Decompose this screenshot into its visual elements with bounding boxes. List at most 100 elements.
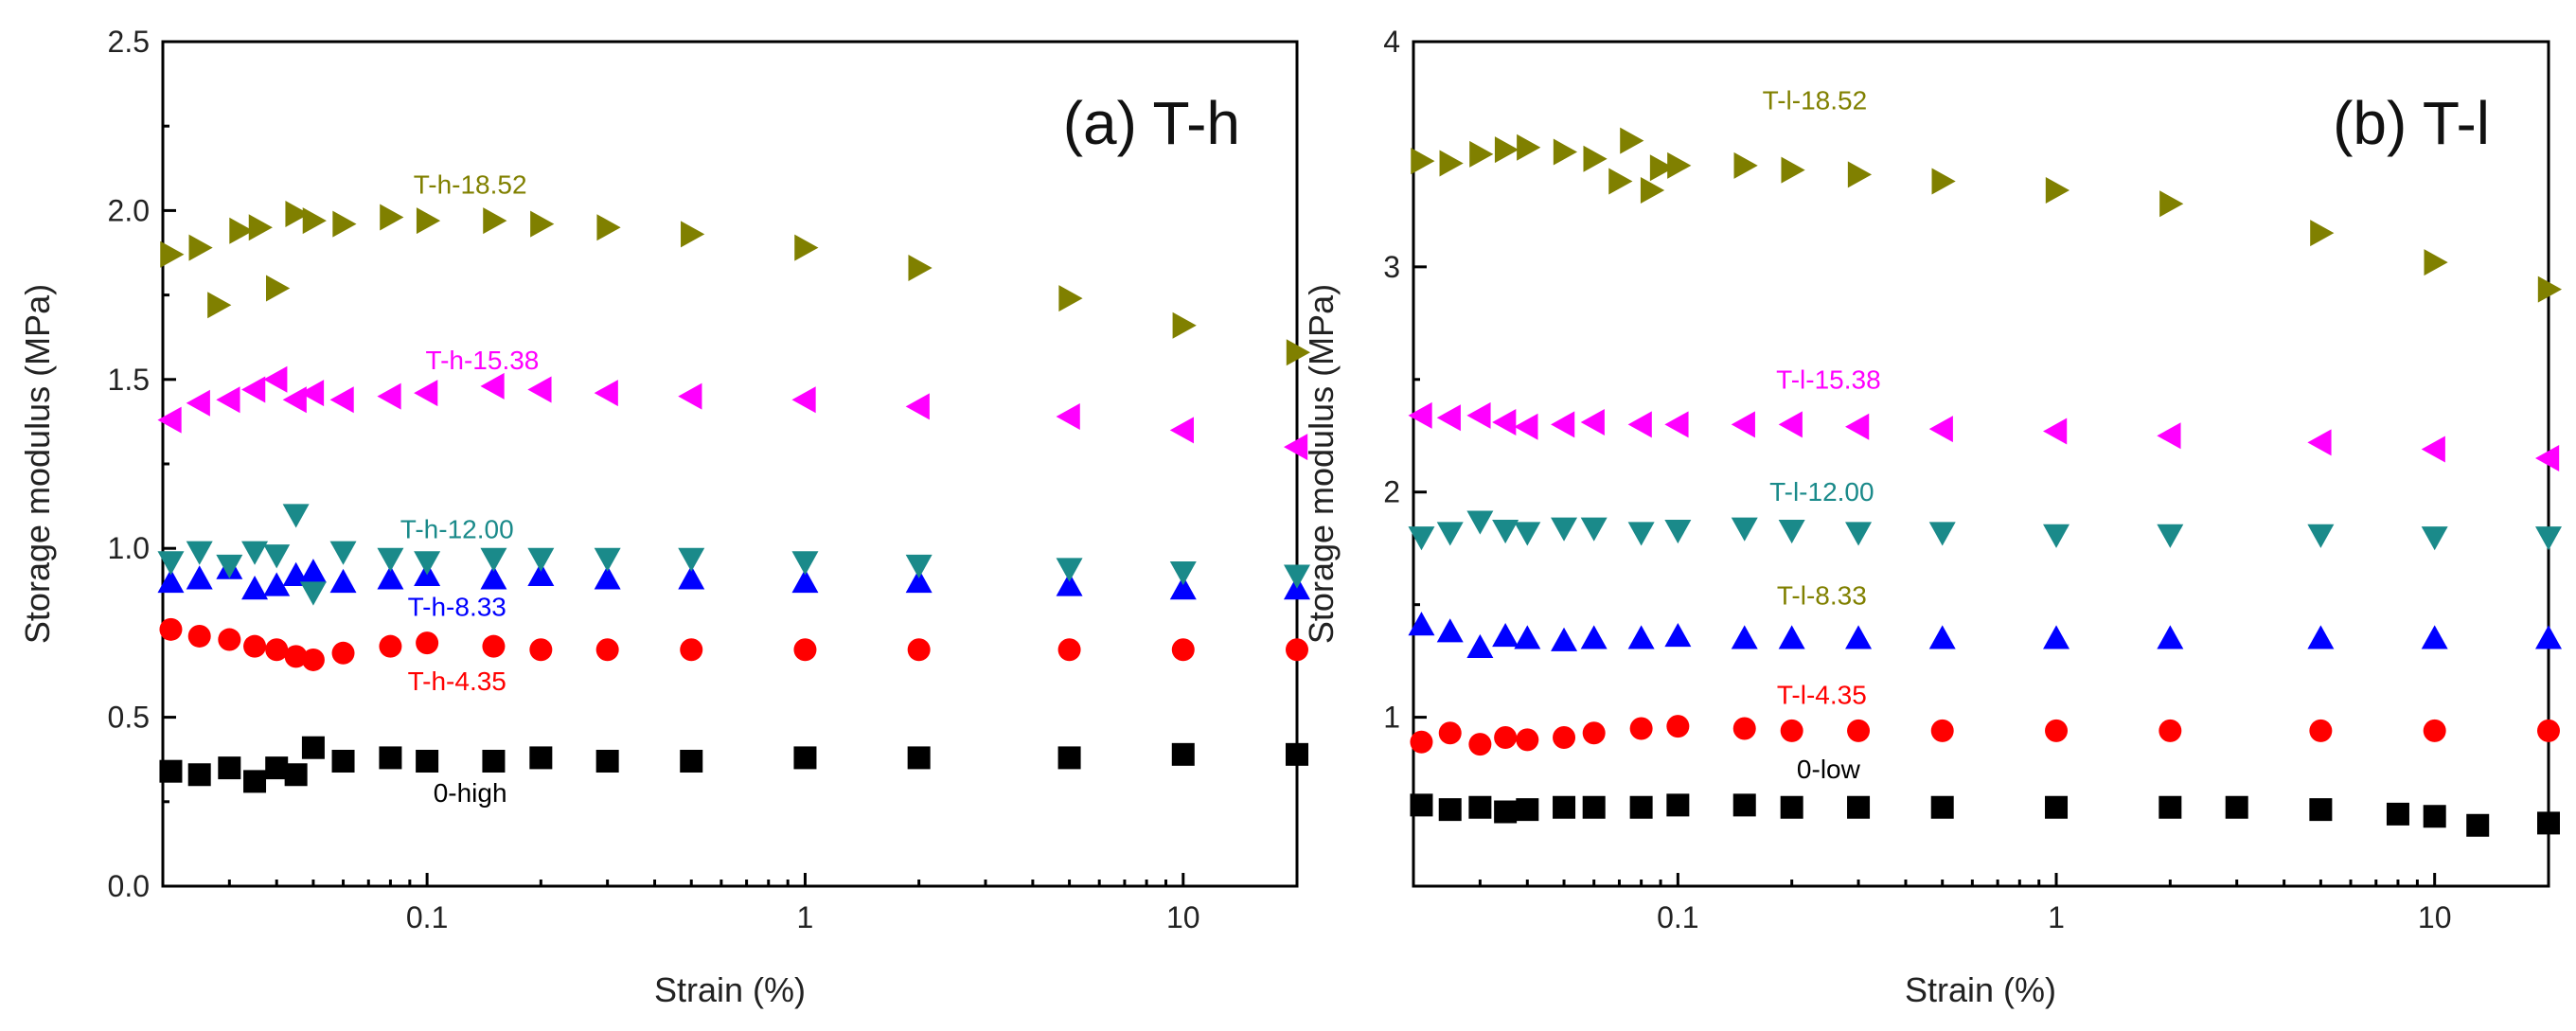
data-point (2045, 176, 2070, 204)
data-point (1778, 625, 1805, 649)
data-point (379, 634, 402, 658)
panel-title-b: (b) T-l (2333, 89, 2490, 157)
series-T-l-8.33 (1408, 612, 2562, 659)
data-point (482, 749, 506, 773)
data-point (1553, 795, 1576, 819)
data-point (1466, 633, 1494, 659)
data-point (1410, 793, 1433, 817)
y-axis-label-a: Storage modulus (MPa) (18, 284, 57, 644)
data-point (1551, 411, 1575, 438)
data-point (2043, 524, 2070, 548)
series-label: 0-high (434, 778, 507, 808)
data-point (1286, 742, 1308, 766)
data-point (263, 544, 291, 569)
y-tick-label: 3 (1383, 250, 1400, 284)
data-point (483, 207, 507, 235)
data-point (243, 770, 267, 793)
data-point (1580, 625, 1608, 649)
data-point (1058, 285, 1083, 312)
data-point (1731, 517, 1758, 542)
data-point (1732, 793, 1756, 817)
data-point (482, 634, 506, 658)
series-label: T-h-18.52 (414, 170, 527, 200)
data-point (1847, 161, 1873, 188)
data-point (1608, 168, 1633, 195)
data-point (1640, 176, 1665, 204)
data-point (216, 554, 243, 579)
data-point (1514, 413, 1538, 440)
data-point (159, 759, 183, 783)
data-point (1732, 717, 1756, 740)
data-point (285, 200, 310, 227)
data-point (1553, 138, 1578, 166)
data-point (1466, 401, 1491, 429)
series-T-l-18.52 (1411, 127, 2562, 303)
y-tick-label: 1.0 (108, 531, 150, 565)
data-point (2537, 811, 2560, 835)
data-point (1494, 726, 1518, 750)
data-point (416, 207, 441, 235)
data-point (380, 204, 404, 231)
data-point (1492, 408, 1517, 436)
data-point (1629, 795, 1653, 819)
series-group-b (1408, 127, 2562, 837)
data-point (594, 547, 621, 572)
data-point (207, 292, 232, 319)
data-point (157, 568, 185, 594)
series-T-h-8.33 (157, 555, 1310, 600)
data-point (1620, 127, 1644, 154)
data-point (1410, 730, 1433, 754)
data-point (681, 221, 705, 248)
data-point (377, 382, 401, 410)
data-point (791, 386, 816, 414)
data-point (2423, 719, 2446, 742)
data-point (905, 554, 933, 579)
data-point (2537, 719, 2560, 742)
data-point (332, 210, 357, 238)
data-point (1056, 572, 1083, 596)
data-point (2043, 418, 2068, 445)
data-point (794, 234, 819, 261)
x-tick-label: 0.1 (1657, 900, 1698, 934)
data-point (284, 645, 308, 668)
x-tick-label: 10 (1166, 900, 1200, 934)
data-point (530, 210, 555, 238)
x-tick-label: 1 (2048, 900, 2065, 934)
data-point (1781, 156, 1805, 184)
data-point (1171, 742, 1195, 766)
data-point (2159, 795, 2182, 819)
data-point (2157, 422, 2181, 450)
data-point (1436, 522, 1464, 546)
data-point (379, 746, 402, 770)
data-point (1408, 401, 1432, 429)
data-point (2535, 625, 2562, 649)
series-label: T-l-4.35 (1777, 680, 1867, 709)
data-point (595, 749, 619, 773)
data-point (157, 551, 185, 576)
data-point (678, 565, 705, 590)
data-point (1169, 576, 1197, 600)
x-tick-label: 1 (797, 900, 814, 934)
data-point (680, 749, 703, 773)
series-label: T-h-8.33 (408, 593, 506, 622)
data-point (2309, 719, 2333, 742)
data-point (2310, 220, 2335, 247)
data-point (186, 541, 213, 565)
data-point (1438, 721, 1462, 745)
data-point (329, 386, 354, 414)
data-point (907, 746, 931, 770)
data-point (2421, 436, 2445, 463)
y-tick-label: 1.5 (108, 363, 150, 397)
data-point (793, 746, 817, 770)
data-point (1930, 719, 1954, 742)
data-point (1627, 625, 1655, 649)
data-point (1629, 717, 1653, 740)
data-point (2466, 813, 2490, 837)
data-point (1928, 416, 1953, 443)
data-point (1580, 408, 1605, 436)
data-point (331, 641, 355, 665)
data-point (1286, 638, 1308, 662)
data-point (1778, 519, 1805, 544)
data-point (529, 638, 553, 662)
data-point (1930, 795, 1954, 819)
